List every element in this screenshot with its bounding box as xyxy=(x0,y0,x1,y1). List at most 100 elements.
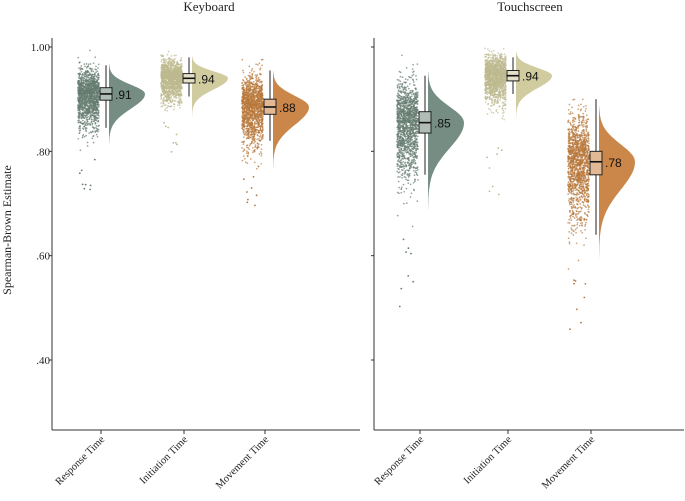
rain-point xyxy=(173,59,175,62)
rain-point xyxy=(86,145,89,147)
rain-point xyxy=(82,114,84,116)
rain-point xyxy=(168,105,170,108)
rain-point xyxy=(400,155,403,158)
rain-point xyxy=(178,84,180,86)
rain-point xyxy=(253,150,256,152)
rain-point xyxy=(248,79,251,82)
rain-point xyxy=(165,64,168,67)
rain-point xyxy=(83,187,86,190)
rain-point xyxy=(242,114,245,117)
rain-point xyxy=(87,100,90,102)
rain-point xyxy=(162,93,165,96)
rain-point xyxy=(249,95,251,98)
rain-point xyxy=(245,127,247,130)
rain-point xyxy=(77,81,79,84)
rain-point xyxy=(255,77,258,80)
rain-point xyxy=(257,78,260,81)
rain-point xyxy=(172,108,175,111)
rain-point xyxy=(251,77,253,80)
rain-point xyxy=(161,85,163,88)
rain-point xyxy=(179,84,182,87)
rain-point xyxy=(398,192,400,195)
rain-point xyxy=(179,79,182,82)
rain-point xyxy=(259,135,262,137)
rain-point xyxy=(254,204,256,207)
rain-point xyxy=(91,88,93,91)
rain-point xyxy=(95,133,98,136)
rain-point xyxy=(87,108,89,110)
rain-point xyxy=(400,191,403,194)
rain-point xyxy=(247,121,250,124)
rain-point xyxy=(181,87,183,90)
rain-point xyxy=(400,188,403,190)
rain-point xyxy=(404,78,407,81)
rain-point xyxy=(179,73,182,76)
rain-point xyxy=(175,64,178,67)
rain-point xyxy=(169,74,172,77)
rain-point xyxy=(251,105,254,108)
rain-point xyxy=(90,97,93,100)
rain-point xyxy=(93,91,96,94)
rain-point xyxy=(79,67,82,69)
rain-point xyxy=(261,128,264,130)
rain-point xyxy=(173,96,176,98)
rain-point xyxy=(257,121,260,124)
rain-point xyxy=(255,81,258,84)
rain-point xyxy=(261,124,264,126)
rain-point xyxy=(161,105,164,107)
rain-point xyxy=(260,138,263,141)
rain-point xyxy=(163,104,166,107)
rain-point xyxy=(78,67,80,69)
rain-point xyxy=(251,140,253,143)
rain-point xyxy=(78,61,81,64)
rain-point xyxy=(93,83,96,86)
rain-point xyxy=(160,98,162,100)
rain-point xyxy=(262,115,264,118)
rain-point xyxy=(160,75,163,77)
rain-point xyxy=(244,114,247,116)
rain-point xyxy=(95,98,97,100)
rain-point xyxy=(250,187,253,189)
rain-point xyxy=(261,122,264,125)
rain-point xyxy=(89,124,92,126)
rain-point xyxy=(403,92,406,95)
rain-point xyxy=(83,117,86,119)
rain-point xyxy=(177,102,180,104)
rain-point xyxy=(171,59,174,62)
rain-point xyxy=(78,119,80,122)
rain-point xyxy=(250,128,253,131)
rain-point xyxy=(257,76,260,79)
rain-point xyxy=(401,172,404,175)
rain-point xyxy=(85,85,87,88)
rain-point xyxy=(242,112,244,115)
rain-point xyxy=(90,116,93,118)
rain-point xyxy=(171,70,174,73)
rain-point xyxy=(258,119,261,122)
rain-point xyxy=(164,125,167,128)
rain-point xyxy=(247,74,250,77)
rain-point xyxy=(167,75,170,78)
rain-point xyxy=(97,119,100,122)
rain-point xyxy=(79,69,82,71)
rain-point xyxy=(79,100,82,103)
rain-point xyxy=(82,123,85,125)
rain-point xyxy=(258,92,261,94)
rain-point xyxy=(88,132,91,134)
rain-point xyxy=(170,80,173,83)
rain-point xyxy=(166,106,169,109)
rain-point xyxy=(97,91,100,94)
rain-point xyxy=(176,87,179,90)
rain-point xyxy=(81,100,84,103)
rain-point xyxy=(89,131,92,133)
rain-point xyxy=(83,107,86,109)
rain-point xyxy=(167,61,170,63)
rain-point xyxy=(77,90,80,92)
rain-point xyxy=(241,84,243,87)
rain-point xyxy=(90,118,93,121)
rain-point xyxy=(411,68,414,70)
rain-keyboard-initiation-time xyxy=(160,50,183,153)
rain-point xyxy=(254,138,256,140)
rain-point xyxy=(243,148,246,151)
rain-point xyxy=(396,94,398,97)
rain-point xyxy=(96,90,99,93)
